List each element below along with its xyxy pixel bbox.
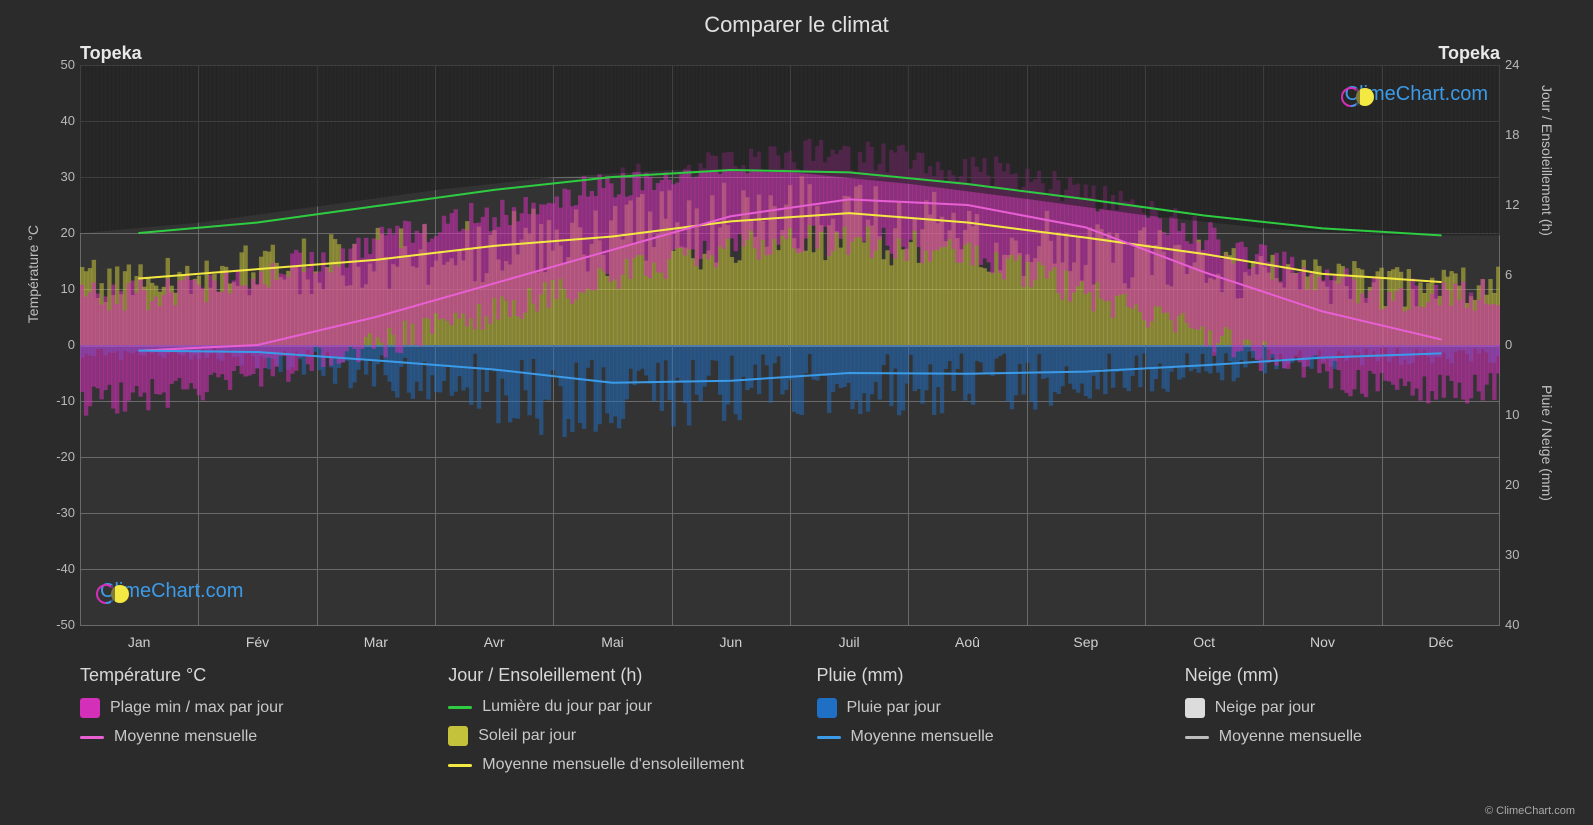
ytick-right: 40: [1505, 617, 1535, 632]
watermark-top: ClimeChart.com: [1341, 83, 1488, 106]
month-label: Mar: [364, 634, 388, 650]
ytick-left: 40: [40, 113, 75, 128]
ytick-right: 6: [1505, 267, 1535, 282]
copyright-text: © ClimeChart.com: [1485, 805, 1575, 817]
ytick-left: -50: [40, 617, 75, 632]
ytick-left: 30: [40, 169, 75, 184]
legend-label: Soleil par jour: [478, 727, 576, 745]
ytick-left: 10: [40, 281, 75, 296]
watermark-bottom: ClimeChart.com: [96, 580, 243, 603]
legend-label: Moyenne mensuelle: [114, 728, 257, 746]
ytick-left: -40: [40, 561, 75, 576]
legend-line-icon: [448, 706, 472, 709]
legend-header: Neige (mm): [1185, 665, 1513, 686]
chart-plot-area: Topeka Topeka Température °C Jour / Enso…: [80, 65, 1500, 625]
legend-line-icon: [80, 736, 104, 739]
legend-swatch-icon: [448, 726, 468, 746]
ytick-right: 18: [1505, 127, 1535, 142]
month-label: Juil: [839, 634, 860, 650]
ytick-left: 0: [40, 337, 75, 352]
legend-label: Plage min / max par jour: [110, 699, 283, 717]
month-label: Sep: [1073, 634, 1098, 650]
y-axis-right-top-label: Jour / Ensoleillement (h): [1539, 85, 1555, 236]
chart-title: Comparer le climat: [0, 12, 1593, 38]
month-label: Fév: [246, 634, 269, 650]
month-label: Avr: [484, 634, 505, 650]
month-label: Aoû: [955, 634, 980, 650]
legend-item: Moyenne mensuelle d'ensoleillement: [448, 756, 776, 774]
legend-section: Jour / Ensoleillement (h) Lumière du jour…: [448, 665, 776, 784]
legend-section: Pluie (mm) Pluie par jour Moyenne mensuell…: [817, 665, 1145, 784]
month-label: Mai: [601, 634, 624, 650]
month-label: Oct: [1193, 634, 1215, 650]
location-label-left: Topeka: [80, 43, 142, 64]
legend-item: Moyenne mensuelle: [80, 728, 408, 746]
legend-item: Pluie par jour: [817, 698, 1145, 718]
month-label: Jun: [720, 634, 743, 650]
legend-line-icon: [1185, 736, 1209, 739]
legend-section: Neige (mm) Neige par jour Moyenne mensuell…: [1185, 665, 1513, 784]
month-label: Nov: [1310, 634, 1335, 650]
legend-line-icon: [448, 764, 472, 767]
legend-label: Moyenne mensuelle: [851, 728, 994, 746]
legend-label: Lumière du jour par jour: [482, 698, 652, 716]
legend: Température °C Plage min / max par jour Mo…: [80, 665, 1513, 784]
ytick-right: 24: [1505, 57, 1535, 72]
legend-label: Moyenne mensuelle: [1219, 728, 1362, 746]
ytick-right: 12: [1505, 197, 1535, 212]
legend-item: Plage min / max par jour: [80, 698, 408, 718]
ytick-left: -30: [40, 505, 75, 520]
legend-item: Moyenne mensuelle: [817, 728, 1145, 746]
legend-swatch-icon: [80, 698, 100, 718]
legend-item: Neige par jour: [1185, 698, 1513, 718]
legend-line-icon: [817, 736, 841, 739]
legend-label: Moyenne mensuelle d'ensoleillement: [482, 756, 744, 774]
legend-swatch-icon: [817, 698, 837, 718]
y-axis-left-label: Température °C: [25, 225, 41, 323]
month-label: Déc: [1428, 634, 1453, 650]
ytick-right: 30: [1505, 547, 1535, 562]
legend-item: Moyenne mensuelle: [1185, 728, 1513, 746]
legend-label: Neige par jour: [1215, 699, 1316, 717]
ytick-left: 20: [40, 225, 75, 240]
legend-item: Lumière du jour par jour: [448, 698, 776, 716]
legend-item: Soleil par jour: [448, 726, 776, 746]
ytick-right: 0: [1505, 337, 1535, 352]
legend-header: Jour / Ensoleillement (h): [448, 665, 776, 686]
ytick-left: 50: [40, 57, 75, 72]
legend-swatch-icon: [1185, 698, 1205, 718]
ytick-left: -20: [40, 449, 75, 464]
location-label-right: Topeka: [1438, 43, 1500, 64]
legend-label: Pluie par jour: [847, 699, 941, 717]
ytick-right: 20: [1505, 477, 1535, 492]
legend-header: Pluie (mm): [817, 665, 1145, 686]
y-axis-right-bottom-label: Pluie / Neige (mm): [1539, 385, 1555, 501]
ytick-left: -10: [40, 393, 75, 408]
ytick-right: 10: [1505, 407, 1535, 422]
month-label: Jan: [128, 634, 151, 650]
legend-header: Température °C: [80, 665, 408, 686]
legend-section: Température °C Plage min / max par jour Mo…: [80, 665, 408, 784]
